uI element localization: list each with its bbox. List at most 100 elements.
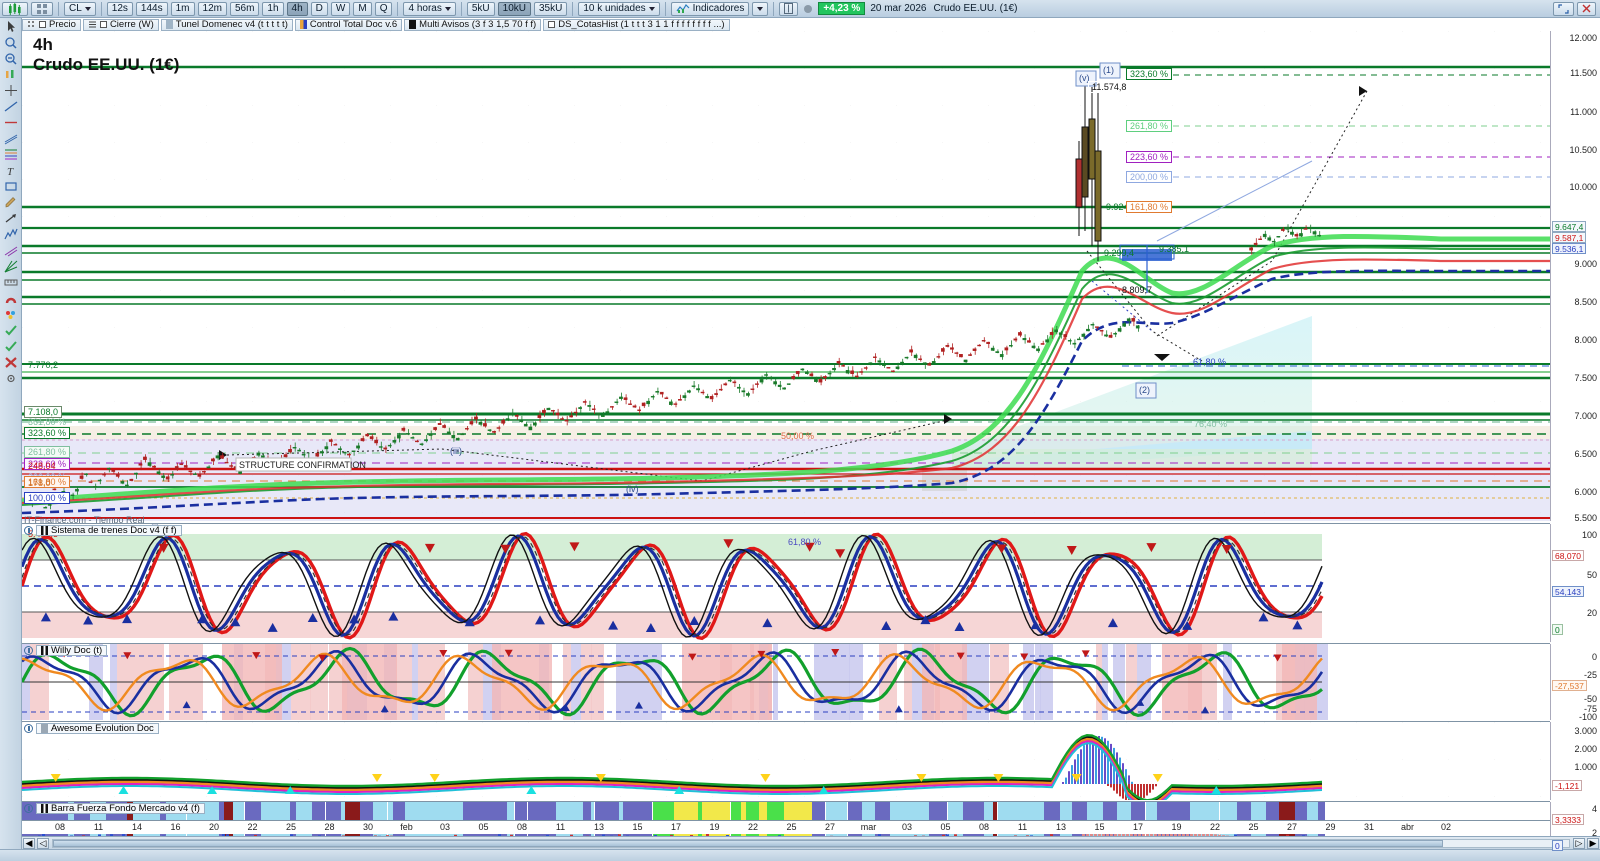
scroll-right-button[interactable]: ▶ bbox=[1587, 837, 1599, 849]
text-tool-icon[interactable]: T bbox=[3, 164, 19, 177]
time-axis[interactable]: 08 11 14 16 20 22 25 28 30 feb 03 05 08 11 13 15 17 19 22 2… bbox=[22, 820, 1550, 834]
scroll-left-button[interactable]: ◀ bbox=[23, 837, 35, 849]
scrollbar-track[interactable] bbox=[52, 838, 1570, 848]
pane-awesome-evolution[interactable]: Awesome Evolution Doc 3.000 2.000 1.000 … bbox=[22, 721, 1600, 800]
fib-label-50-mid: 50,00 % bbox=[781, 431, 815, 441]
fullscreen-button[interactable] bbox=[1553, 1, 1574, 16]
pane-title-chip[interactable]: Barra Fuerza Fondo Mercado v4 (f) bbox=[36, 803, 205, 814]
check-tool-icon[interactable] bbox=[3, 324, 19, 337]
pane-axis-willy[interactable]: 0 -25 -27,537 -50 -75 -100 bbox=[1550, 644, 1600, 722]
close-pane-icon[interactable] bbox=[24, 646, 33, 655]
units-10ku[interactable]: 10kU bbox=[497, 1, 531, 16]
rectangle-tool-icon[interactable] bbox=[3, 180, 19, 193]
period-select[interactable]: 4 horas bbox=[403, 1, 456, 16]
close-button[interactable] bbox=[1577, 1, 1596, 16]
axis-tag-68070: 68,070 bbox=[1552, 550, 1584, 561]
legend-item-tunel-domenec[interactable]: Tunel Domenec v4 (t t t t t) bbox=[160, 18, 293, 31]
units-5ku[interactable]: 5kU bbox=[466, 1, 495, 16]
units-select[interactable]: 10 k unidades bbox=[578, 1, 660, 16]
time-axis-tick: 22 bbox=[747, 822, 759, 832]
legend-item-ds-cotashist[interactable]: DS_CotasHist (1 t t t 3 1 1 f f f f f f … bbox=[543, 18, 730, 31]
pane-header-barra[interactable]: Barra Fuerza Fondo Mercado v4 (f) bbox=[24, 803, 205, 814]
axis-label: 6.000 bbox=[1574, 487, 1597, 497]
elliott-wave-tool-icon[interactable] bbox=[3, 228, 19, 241]
pane-header-willy[interactable]: Willy Doc (t) bbox=[24, 645, 108, 656]
timeframe-144s[interactable]: 144s bbox=[135, 1, 168, 16]
timeframe-1h[interactable]: 1h bbox=[262, 1, 284, 16]
pane-header-sistema[interactable]: Sistema de trenes Doc v4 (f f) bbox=[24, 525, 182, 536]
price-tag-8809: 8.809,7 bbox=[1122, 285, 1153, 295]
pane-axis-awesome[interactable]: 3.000 2.000 1.000 -1,121 bbox=[1550, 722, 1600, 800]
timeframe-1m[interactable]: 1m bbox=[170, 1, 195, 16]
pane-title-chip[interactable]: Awesome Evolution Doc bbox=[36, 723, 159, 734]
pitchfork-tool-icon[interactable] bbox=[3, 244, 19, 257]
trendline-tool-icon[interactable] bbox=[3, 100, 19, 113]
color-swatch-icon bbox=[299, 20, 307, 29]
scroll-page-left-button[interactable]: ◁ bbox=[37, 837, 49, 849]
legend-item-cierre[interactable]: Cierre (W) bbox=[82, 18, 159, 31]
cursor-tool-icon[interactable] bbox=[3, 20, 19, 33]
crosshair-tool-icon[interactable] bbox=[3, 84, 19, 97]
pane-willy-doc[interactable]: Willy Doc (t) 0 -25 -27,537 -50 -75 -100 bbox=[22, 643, 1600, 722]
close-pane-icon[interactable] bbox=[24, 526, 33, 535]
units-35ku[interactable]: 35kU bbox=[534, 1, 568, 16]
palette-tool-icon[interactable] bbox=[3, 308, 19, 321]
legend-checkbox[interactable] bbox=[39, 21, 46, 28]
time-axis-tick: abr bbox=[1400, 822, 1415, 832]
zoom-in-tool-icon[interactable] bbox=[3, 36, 19, 49]
pane-header-awesome[interactable]: Awesome Evolution Doc bbox=[24, 723, 159, 734]
symbol-select[interactable]: CL bbox=[64, 1, 96, 16]
legend-label: DS_CotasHist (1 t t t 3 1 1 f f f f f f … bbox=[558, 19, 725, 30]
zoom-out-tool-icon[interactable] bbox=[3, 52, 19, 65]
timeframe-w[interactable]: W bbox=[330, 1, 351, 16]
layout-button[interactable] bbox=[31, 1, 53, 16]
time-axis-tick: 19 bbox=[709, 822, 720, 832]
info-button[interactable] bbox=[779, 1, 799, 16]
legend-checkbox[interactable] bbox=[548, 21, 556, 28]
timeframe-d[interactable]: D bbox=[310, 1, 328, 16]
scroll-page-right-button[interactable]: ▷ bbox=[1573, 837, 1585, 849]
delete-tool-icon[interactable] bbox=[3, 356, 19, 369]
color-swatch-icon bbox=[41, 646, 48, 655]
fibonacci-tool-icon[interactable] bbox=[3, 148, 19, 161]
settings-tool-icon[interactable] bbox=[3, 372, 19, 385]
legend-checkbox[interactable] bbox=[99, 21, 107, 28]
scrollbar-thumb[interactable] bbox=[53, 839, 1443, 847]
horizontal-scrollbar[interactable]: ◀ ◁ ▷ ▶ bbox=[22, 836, 1600, 849]
timeframe-12m[interactable]: 12m bbox=[197, 1, 227, 16]
candlestick-tool-icon[interactable] bbox=[3, 68, 19, 81]
pane-sistema-de-trenes[interactable]: Sistema de trenes Doc v4 (f f) 100 68,07… bbox=[22, 523, 1600, 642]
axis-label: 10.500 bbox=[1569, 145, 1597, 155]
legend-item-precio[interactable]: Precio bbox=[22, 18, 81, 31]
pane-axis-sistema[interactable]: 100 68,070 50 54,143 20 0 bbox=[1550, 524, 1600, 642]
time-axis-tick: 22 bbox=[1209, 822, 1221, 832]
pane-title-chip[interactable]: Sistema de trenes Doc v4 (f f) bbox=[36, 525, 182, 536]
chart-title-instrument: Crudo EE.UU. (1€) bbox=[33, 55, 180, 74]
timeframe-q[interactable]: Q bbox=[374, 1, 393, 16]
hline-tool-icon[interactable] bbox=[3, 116, 19, 129]
indicators-button[interactable]: Indicadores bbox=[670, 1, 750, 16]
arrow-tool-icon[interactable] bbox=[3, 212, 19, 225]
indicators-dropdown[interactable] bbox=[752, 1, 769, 16]
gann-tool-icon[interactable] bbox=[3, 260, 19, 273]
timeframe-m[interactable]: M bbox=[353, 1, 372, 16]
close-pane-icon[interactable] bbox=[24, 724, 33, 733]
price-pane[interactable]: 12.000 11.500 11.000 10.500 10.000 9.000… bbox=[22, 31, 1600, 547]
check2-tool-icon[interactable] bbox=[3, 340, 19, 353]
pencil-tool-icon[interactable] bbox=[3, 196, 19, 209]
price-tag-9385: 9.385,1 bbox=[1159, 244, 1190, 254]
price-axis[interactable]: 12.000 11.500 11.000 10.500 10.000 9.000… bbox=[1550, 31, 1600, 523]
timeframe-56m[interactable]: 56m bbox=[229, 1, 260, 16]
toolbar-divider bbox=[773, 1, 775, 16]
pane-title-chip[interactable]: Willy Doc (t) bbox=[36, 645, 108, 656]
magnet-tool-icon[interactable] bbox=[3, 292, 19, 305]
timeframe-4h[interactable]: 4h bbox=[286, 1, 308, 16]
chevron-down-icon bbox=[444, 6, 451, 11]
close-pane-icon[interactable] bbox=[24, 804, 33, 813]
ruler-tool-icon[interactable] bbox=[3, 276, 19, 289]
legend-item-control-total[interactable]: Control Total Doc v.6 bbox=[294, 18, 403, 31]
chart-type-button[interactable] bbox=[2, 1, 28, 16]
channel-tool-icon[interactable] bbox=[3, 132, 19, 145]
timeframe-12s[interactable]: 12s bbox=[106, 1, 133, 16]
legend-item-multi-avisos[interactable]: Multi Avisos (3 f 3 1,5 70 f f) bbox=[404, 18, 542, 31]
